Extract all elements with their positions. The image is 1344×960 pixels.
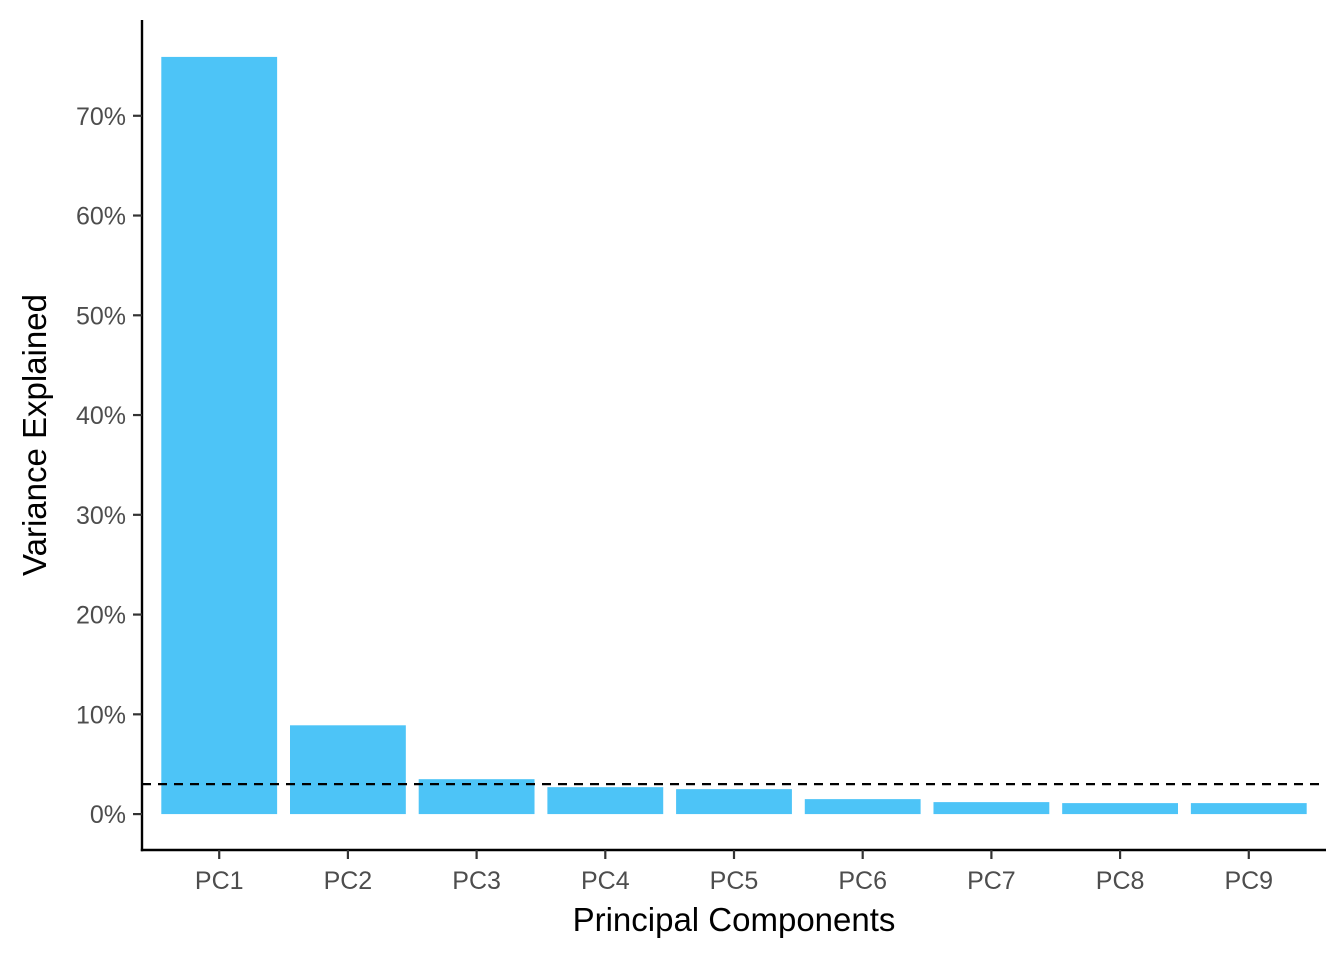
x-tick-label-pc2: PC2 <box>324 867 373 895</box>
x-tick-label-pc7: PC7 <box>967 867 1016 895</box>
x-tick-label-pc6: PC6 <box>838 867 887 895</box>
x-tick-label-pc5: PC5 <box>710 867 759 895</box>
y-axis-title: Variance Explained <box>16 294 53 576</box>
x-tick-label-pc4: PC4 <box>581 867 630 895</box>
bar-pc2 <box>290 725 406 815</box>
y-tick-label: 20% <box>76 602 126 630</box>
bar-pc9 <box>1190 803 1307 815</box>
bar-pc1 <box>161 56 278 815</box>
bar-pc5 <box>676 789 792 815</box>
bars-group <box>161 56 1307 815</box>
y-tick-label: 50% <box>76 302 126 330</box>
y-tick-label: 0% <box>90 801 126 829</box>
bar-pc6 <box>804 799 921 815</box>
y-tick-label: 60% <box>76 203 126 231</box>
y-tick-label: 10% <box>76 701 126 729</box>
x-tick-label-pc3: PC3 <box>452 867 501 895</box>
x-tick-label-pc8: PC8 <box>1096 867 1145 895</box>
y-tick-label: 40% <box>76 402 126 430</box>
y-ticks-group: 0% 10% 20% 30% 40% 50% 60% 70% <box>76 103 142 829</box>
y-tick-label: 30% <box>76 502 126 530</box>
bar-pc8 <box>1062 803 1178 815</box>
x-axis-title: Principal Components <box>573 901 896 938</box>
x-tick-label-pc1: PC1 <box>195 867 244 895</box>
x-ticks-group: PC1 PC2 PC3 PC4 PC5 PC6 PC7 PC8 PC9 <box>195 850 1273 895</box>
bar-pc4 <box>547 787 664 815</box>
y-tick-label: 70% <box>76 103 126 131</box>
bar-pc7 <box>933 802 1050 815</box>
x-tick-label-pc9: PC9 <box>1224 867 1273 895</box>
